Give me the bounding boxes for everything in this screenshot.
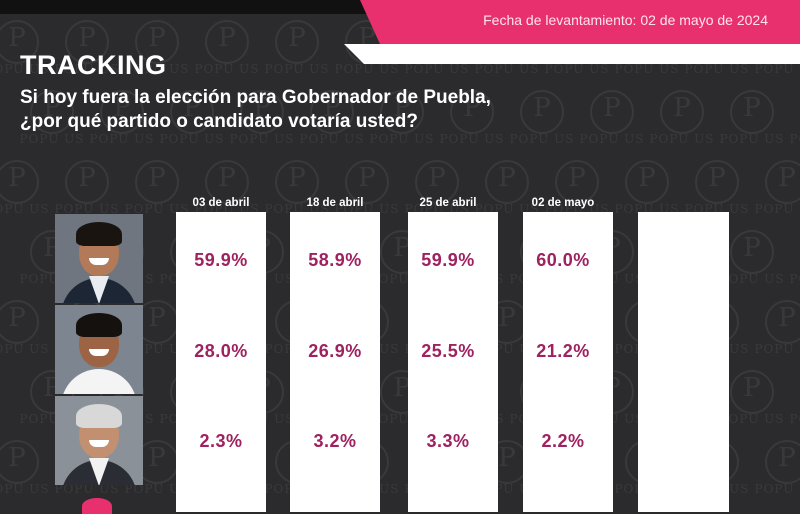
column-2 — [290, 212, 380, 512]
candidate-photo-4-partial — [82, 498, 112, 514]
column-3 — [408, 212, 498, 512]
column-5-empty — [638, 212, 729, 512]
page-title: TRACKING — [20, 50, 167, 80]
question-line-1: Si hoy fuera la elección para Gobernador… — [20, 87, 491, 108]
column-4 — [523, 212, 613, 512]
value-cell: 60.0% — [536, 250, 590, 270]
column-header-4: 02 de mayo — [531, 197, 595, 209]
candidate-photo-3 — [55, 396, 143, 485]
column-1 — [176, 212, 266, 512]
value-cell: 59.9% — [421, 250, 475, 270]
column-header-2: 18 de abril — [306, 197, 364, 209]
value-cell: 25.5% — [421, 341, 475, 361]
candidate-photo-2 — [55, 305, 143, 394]
value-cell: 58.9% — [308, 250, 362, 270]
value-cell: 21.2% — [536, 341, 590, 361]
value-cell: 28.0% — [194, 341, 248, 361]
column-header-3: 25 de abril — [419, 197, 477, 209]
value-cell: 26.9% — [308, 341, 362, 361]
white-stripe — [344, 44, 800, 64]
question-line-2: ¿por qué partido o candidato votaría ust… — [20, 111, 418, 132]
value-cell: 3.2% — [313, 431, 357, 451]
value-cell: 2.3% — [199, 431, 243, 451]
survey-date: Fecha de levantamiento: 02 de mayo de 20… — [483, 12, 768, 28]
value-cell: 2.2% — [541, 431, 585, 451]
survey-question: Si hoy fuera la elección para Gobernador… — [20, 86, 580, 134]
value-cell: 59.9% — [194, 250, 248, 270]
date-banner — [360, 0, 800, 44]
column-header-1: 03 de abril — [192, 197, 250, 209]
value-cell: 3.3% — [426, 431, 470, 451]
candidate-photo-1 — [55, 214, 143, 303]
